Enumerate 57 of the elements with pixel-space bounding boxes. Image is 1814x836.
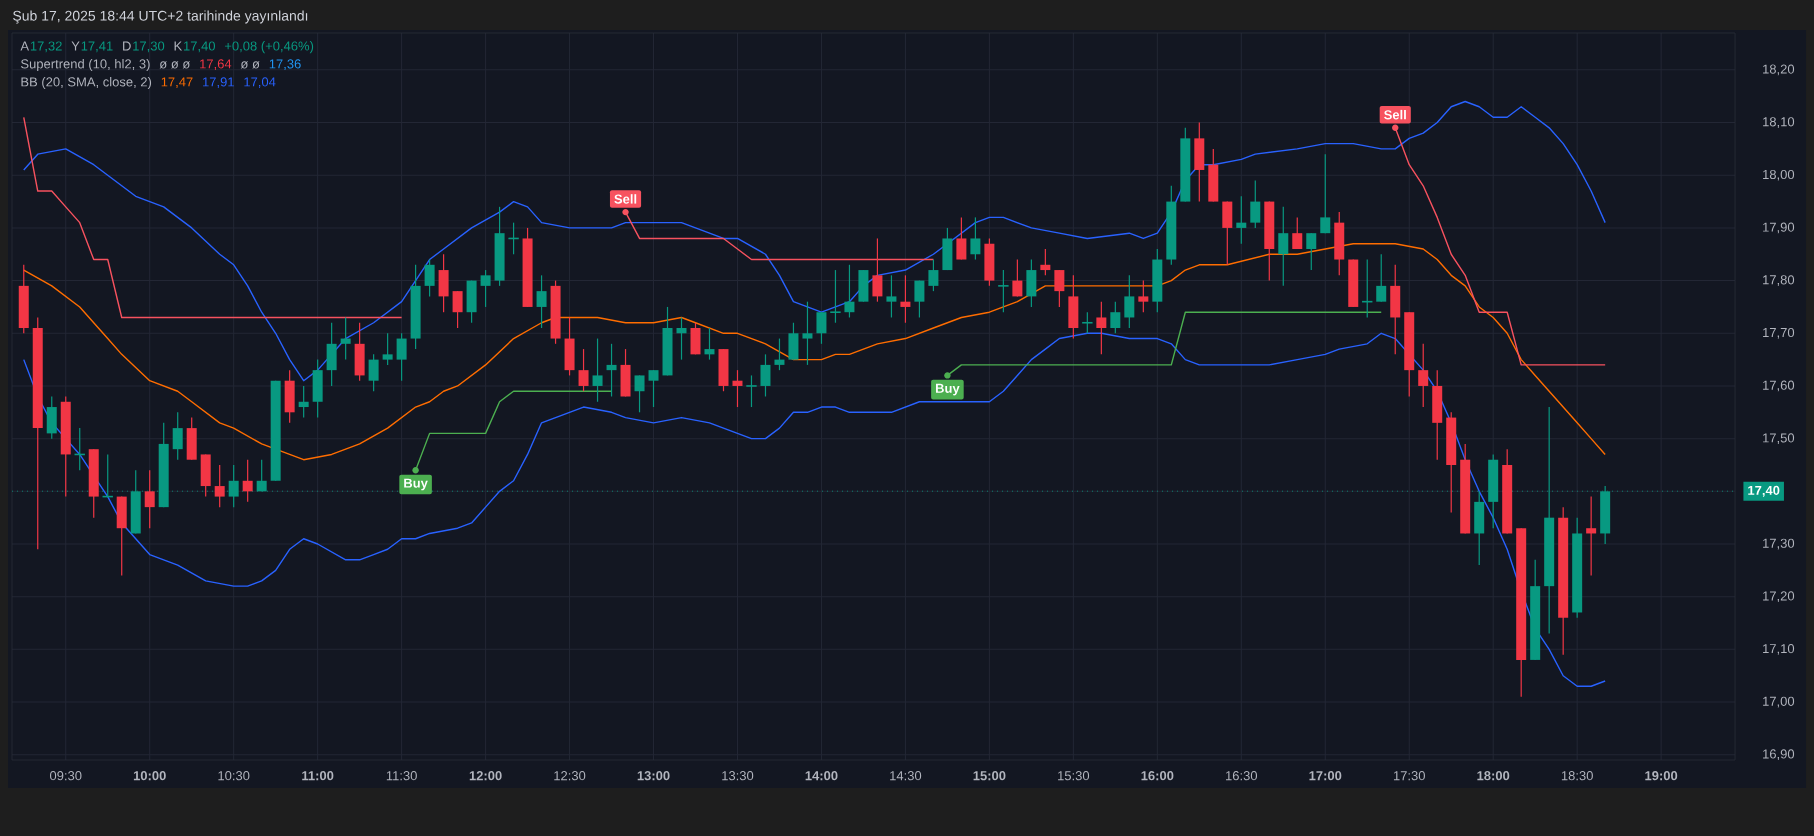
y-tick-label: 18,10 (1763, 117, 1795, 128)
x-tick-label: 17:00 (1309, 771, 1342, 781)
annotation: ø ø ø (159, 61, 191, 69)
annotation: Sell (614, 194, 637, 204)
x-tick-label: 17:30 (1393, 771, 1425, 781)
annotation: K (174, 41, 183, 51)
chart-title: Şub 17, 2025 18:44 UTC+2 tarihinde yayınlandı (13, 10, 308, 24)
annotation: 17,41 (81, 41, 113, 53)
annotation: +0,08 (+0,46%) (224, 41, 314, 54)
annotation: Sell (1384, 109, 1406, 120)
x-tick-label: 14:30 (890, 771, 922, 781)
annotation: Buy (936, 383, 960, 396)
annotation: 17,47 (161, 77, 193, 89)
y-tick-label: 17,00 (1763, 696, 1795, 708)
y-tick-label: 18,20 (1763, 64, 1795, 76)
annotation: Y (71, 41, 80, 51)
x-tick-label: 13:00 (637, 771, 670, 781)
annotation: 17,64 (200, 59, 232, 71)
y-tick-label: 18,00 (1763, 169, 1795, 181)
x-tick-label: 14:00 (805, 771, 838, 781)
y-tick-label: 17,90 (1763, 222, 1795, 234)
y-tick-label: 17,50 (1763, 433, 1795, 445)
x-tick-label: 16:30 (1226, 771, 1258, 781)
x-tick-label: 12:30 (554, 771, 586, 781)
annotation: Buy (404, 478, 428, 491)
x-tick-label: 19:00 (1645, 771, 1678, 781)
y-tick-label: 16,90 (1763, 749, 1795, 761)
x-tick-label: 13:30 (722, 771, 754, 781)
annotation: 17,32 (30, 41, 62, 53)
y-tick-label: 17,70 (1763, 327, 1795, 339)
y-tick-label: 17,10 (1763, 644, 1795, 655)
y-tick-label: 17,60 (1763, 380, 1795, 392)
x-tick-label: 10:30 (218, 771, 250, 781)
annotation: 17,30 (133, 41, 165, 53)
x-tick-label: 18:00 (1477, 771, 1510, 781)
x-tick-label: 10:00 (133, 771, 166, 781)
annotation: 17,40 (184, 41, 216, 53)
x-tick-label: 09:30 (49, 771, 82, 781)
y-tick-label: 17,20 (1763, 591, 1795, 603)
x-tick-label: 12:00 (469, 771, 502, 781)
annotation: Supertrend (10, hl2, 3) (21, 58, 150, 72)
annotation: 17,04 (244, 77, 276, 89)
x-tick-label: 16:00 (1141, 771, 1174, 781)
y-tick-label: 17,30 (1763, 538, 1795, 550)
x-tick-label: 15:30 (1058, 771, 1090, 781)
y-tick-label: 17,80 (1763, 275, 1795, 286)
annotation: D (123, 41, 131, 51)
ref-line-label: 17,40 (1748, 485, 1780, 497)
x-tick-label: 11:00 (302, 771, 334, 781)
annotation: 17,91 (203, 77, 234, 89)
annotation: 17,36 (269, 59, 301, 71)
annotation: A (20, 41, 30, 51)
x-tick-label: 18:30 (1561, 771, 1593, 781)
x-tick-label: 11:30 (386, 771, 417, 781)
annotation: BB (20, SMA, close, 2) (21, 76, 152, 90)
annotation: ø ø (240, 61, 260, 69)
x-tick-label: 15:00 (973, 771, 1006, 781)
